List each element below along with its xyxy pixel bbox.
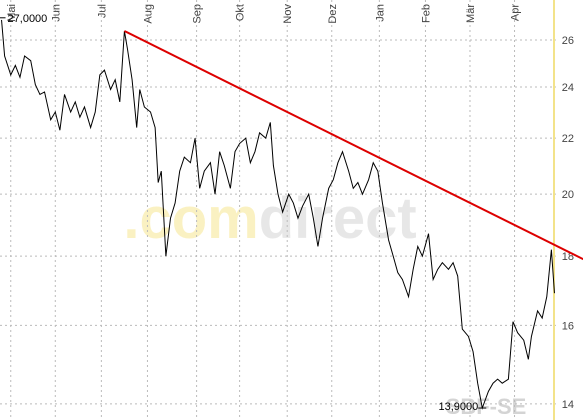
x-tick-label: Sep — [192, 4, 204, 24]
y-tick-label: 14 — [562, 399, 574, 411]
x-tick-label: Aug — [142, 4, 154, 24]
extreme-label: 13,9000 — [439, 401, 479, 413]
y-tick-label: 24 — [562, 82, 574, 94]
x-tick-label: Apr — [510, 4, 522, 21]
y-tick-label: 26 — [562, 35, 574, 47]
x-tick-label: Feb — [420, 4, 432, 23]
x-tick-label: Nov — [282, 4, 294, 24]
x-tick-label: Dez — [327, 4, 339, 24]
y-tick-label: 20 — [562, 189, 574, 201]
watermark-direct: direct — [259, 186, 417, 251]
x-tick-label: Mai — [6, 4, 18, 22]
x-tick-label: Okt — [235, 4, 247, 21]
watermark-com: .com — [123, 186, 258, 251]
x-tick-label: Jan — [374, 4, 386, 22]
extreme-label: 27,0000 — [8, 13, 48, 25]
x-tick-label: Jul — [96, 4, 108, 18]
x-tick-label: Jun — [50, 4, 62, 22]
x-tick-label: Mär — [465, 4, 477, 23]
trend-line — [123, 30, 583, 261]
watermark: .comdirect — [123, 186, 416, 251]
y-tick-label: 16 — [562, 320, 574, 332]
y-tick-label: 22 — [562, 133, 574, 145]
price-line — [1, 19, 555, 410]
